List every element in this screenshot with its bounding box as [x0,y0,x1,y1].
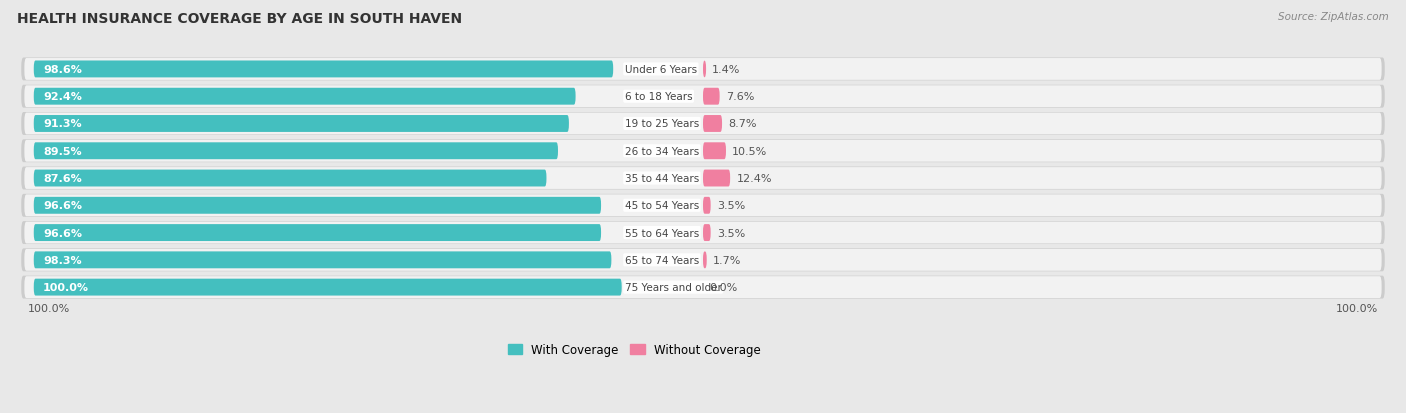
Text: 87.6%: 87.6% [44,173,82,184]
FancyBboxPatch shape [24,140,1382,162]
FancyBboxPatch shape [21,140,1385,163]
Text: 8.7%: 8.7% [728,119,756,129]
Text: 89.5%: 89.5% [44,146,82,157]
FancyBboxPatch shape [24,59,1382,81]
Text: 100.0%: 100.0% [1336,303,1378,313]
FancyBboxPatch shape [24,168,1382,190]
Text: 12.4%: 12.4% [737,173,772,184]
Text: 75 Years and older: 75 Years and older [624,282,721,292]
FancyBboxPatch shape [703,116,723,133]
Text: 3.5%: 3.5% [717,228,745,238]
FancyBboxPatch shape [34,279,621,296]
FancyBboxPatch shape [703,170,730,187]
FancyBboxPatch shape [21,113,1385,135]
Text: 45 to 54 Years: 45 to 54 Years [624,201,699,211]
Text: 26 to 34 Years: 26 to 34 Years [624,146,699,157]
Text: 3.5%: 3.5% [717,201,745,211]
FancyBboxPatch shape [34,62,613,78]
FancyBboxPatch shape [34,252,612,268]
Text: 96.6%: 96.6% [44,201,82,211]
FancyBboxPatch shape [34,170,547,187]
FancyBboxPatch shape [703,252,707,268]
FancyBboxPatch shape [34,116,569,133]
Legend: With Coverage, Without Coverage: With Coverage, Without Coverage [503,338,765,361]
FancyBboxPatch shape [703,143,725,160]
FancyBboxPatch shape [21,195,1385,217]
Text: 1.7%: 1.7% [713,255,741,265]
FancyBboxPatch shape [24,277,1382,298]
Text: 100.0%: 100.0% [28,303,70,313]
Text: 6 to 18 Years: 6 to 18 Years [624,92,692,102]
Text: 1.4%: 1.4% [713,65,741,75]
FancyBboxPatch shape [703,225,710,242]
FancyBboxPatch shape [34,143,558,160]
Text: 19 to 25 Years: 19 to 25 Years [624,119,699,129]
FancyBboxPatch shape [34,197,600,214]
FancyBboxPatch shape [24,86,1382,108]
FancyBboxPatch shape [21,85,1385,108]
FancyBboxPatch shape [24,249,1382,271]
Text: Under 6 Years: Under 6 Years [624,65,697,75]
FancyBboxPatch shape [21,167,1385,190]
FancyBboxPatch shape [21,276,1385,299]
Text: 65 to 74 Years: 65 to 74 Years [624,255,699,265]
Text: Source: ZipAtlas.com: Source: ZipAtlas.com [1278,12,1389,22]
FancyBboxPatch shape [703,62,706,78]
Text: 91.3%: 91.3% [44,119,82,129]
FancyBboxPatch shape [24,113,1382,135]
FancyBboxPatch shape [21,249,1385,272]
Text: 10.5%: 10.5% [733,146,768,157]
Text: 98.6%: 98.6% [44,65,82,75]
FancyBboxPatch shape [21,58,1385,81]
FancyBboxPatch shape [21,222,1385,244]
FancyBboxPatch shape [24,195,1382,217]
FancyBboxPatch shape [34,88,575,105]
Text: 7.6%: 7.6% [725,92,754,102]
Text: 98.3%: 98.3% [44,255,82,265]
Text: 92.4%: 92.4% [44,92,82,102]
FancyBboxPatch shape [703,88,720,105]
FancyBboxPatch shape [24,222,1382,244]
FancyBboxPatch shape [34,225,600,242]
Text: HEALTH INSURANCE COVERAGE BY AGE IN SOUTH HAVEN: HEALTH INSURANCE COVERAGE BY AGE IN SOUT… [17,12,463,26]
Text: 100.0%: 100.0% [44,282,89,292]
FancyBboxPatch shape [703,197,710,214]
Text: 55 to 64 Years: 55 to 64 Years [624,228,699,238]
Text: 0.0%: 0.0% [709,282,738,292]
Text: 35 to 44 Years: 35 to 44 Years [624,173,699,184]
Text: 96.6%: 96.6% [44,228,82,238]
